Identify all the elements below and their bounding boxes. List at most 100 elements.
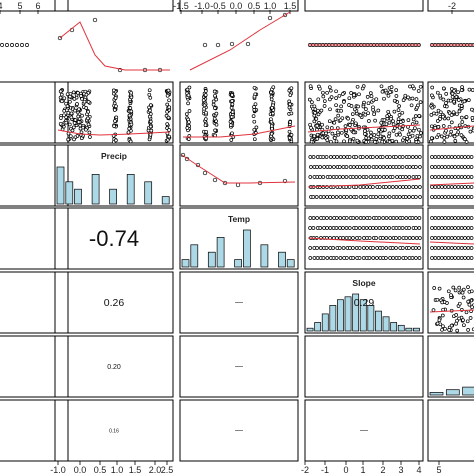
data-point [318,226,323,230]
data-point [148,119,153,124]
data-point [148,103,153,107]
data-point [334,256,339,260]
data-point [267,15,273,21]
data-point [452,134,457,139]
data-point [358,216,363,220]
data-point [449,113,454,117]
data-point [384,185,388,189]
panel-frame [427,399,474,462]
data-point [334,139,339,144]
data-point [374,165,379,169]
data-point [438,93,443,98]
data-point [389,85,394,89]
data-point [72,97,77,101]
data-point [367,119,371,123]
data-point [457,109,462,114]
data-point [80,97,84,101]
data-point [149,128,154,133]
data-point [365,155,369,159]
data-point [380,155,385,159]
data-point [357,92,361,97]
data-point [331,195,335,199]
data-point [325,256,330,260]
data-point [371,195,376,199]
data-point [147,92,152,97]
data-point [334,226,339,230]
data-point [369,130,373,135]
data-point [446,216,451,220]
data-point [456,226,461,230]
data-point [438,117,442,121]
data-point [441,97,446,102]
data-point [289,133,294,137]
data-point [376,128,381,132]
data-point [469,165,474,169]
data-point [413,246,418,250]
data-point [469,246,474,250]
data-point [340,92,345,96]
data-point [147,88,152,93]
data-point [407,139,411,144]
data-point [321,216,326,220]
data-point [411,236,415,240]
data-point [344,165,349,169]
data-point [315,246,319,250]
data-point [401,98,406,102]
data-point [436,226,441,230]
data-point [339,104,343,109]
data-point [433,185,438,189]
panel-frame [427,335,474,398]
tick-label: 2 [380,465,385,474]
panel-frame [0,271,69,334]
data-point [211,102,216,107]
data-point [463,175,467,179]
data-point [78,126,83,131]
data-point [440,216,444,220]
data-point [384,226,388,230]
data-point [466,236,471,240]
data-point [456,236,461,240]
data-point [253,102,258,107]
data-point [351,130,356,135]
tick-label: -1.0 [194,1,210,11]
data-point [400,138,405,143]
data-point [455,328,460,333]
tick-label: -1.5 [173,1,189,11]
data-point [367,236,372,240]
data-point [463,185,467,189]
data-point [400,165,405,169]
data-point [388,216,393,220]
data-point [463,236,467,240]
panel-frame [304,399,424,462]
data-point [78,123,83,128]
data-point [10,43,14,47]
data-point [414,97,419,101]
data-point [364,195,369,199]
data-point [453,139,458,143]
histogram-bar [390,322,398,332]
panel-frame [179,144,299,207]
data-point [440,226,444,230]
data-point [411,195,415,199]
data-point [368,226,372,230]
data-point [449,195,454,199]
data-point [435,321,440,326]
data-point [464,115,469,119]
data-point [436,216,441,220]
data-point [392,98,397,103]
data-point [308,256,313,260]
histogram-bar [352,293,360,332]
data-point [391,119,395,124]
data-point [456,155,461,159]
data-point [308,175,313,179]
data-point [364,107,368,111]
data-point [384,236,389,240]
histogram-bar [337,299,344,332]
histogram-bar [91,174,100,205]
data-point [185,87,190,92]
data-point [344,226,349,230]
data-point [315,165,319,169]
data-point [446,256,451,260]
data-point [459,175,464,179]
tick-label: 0.0 [74,465,87,474]
